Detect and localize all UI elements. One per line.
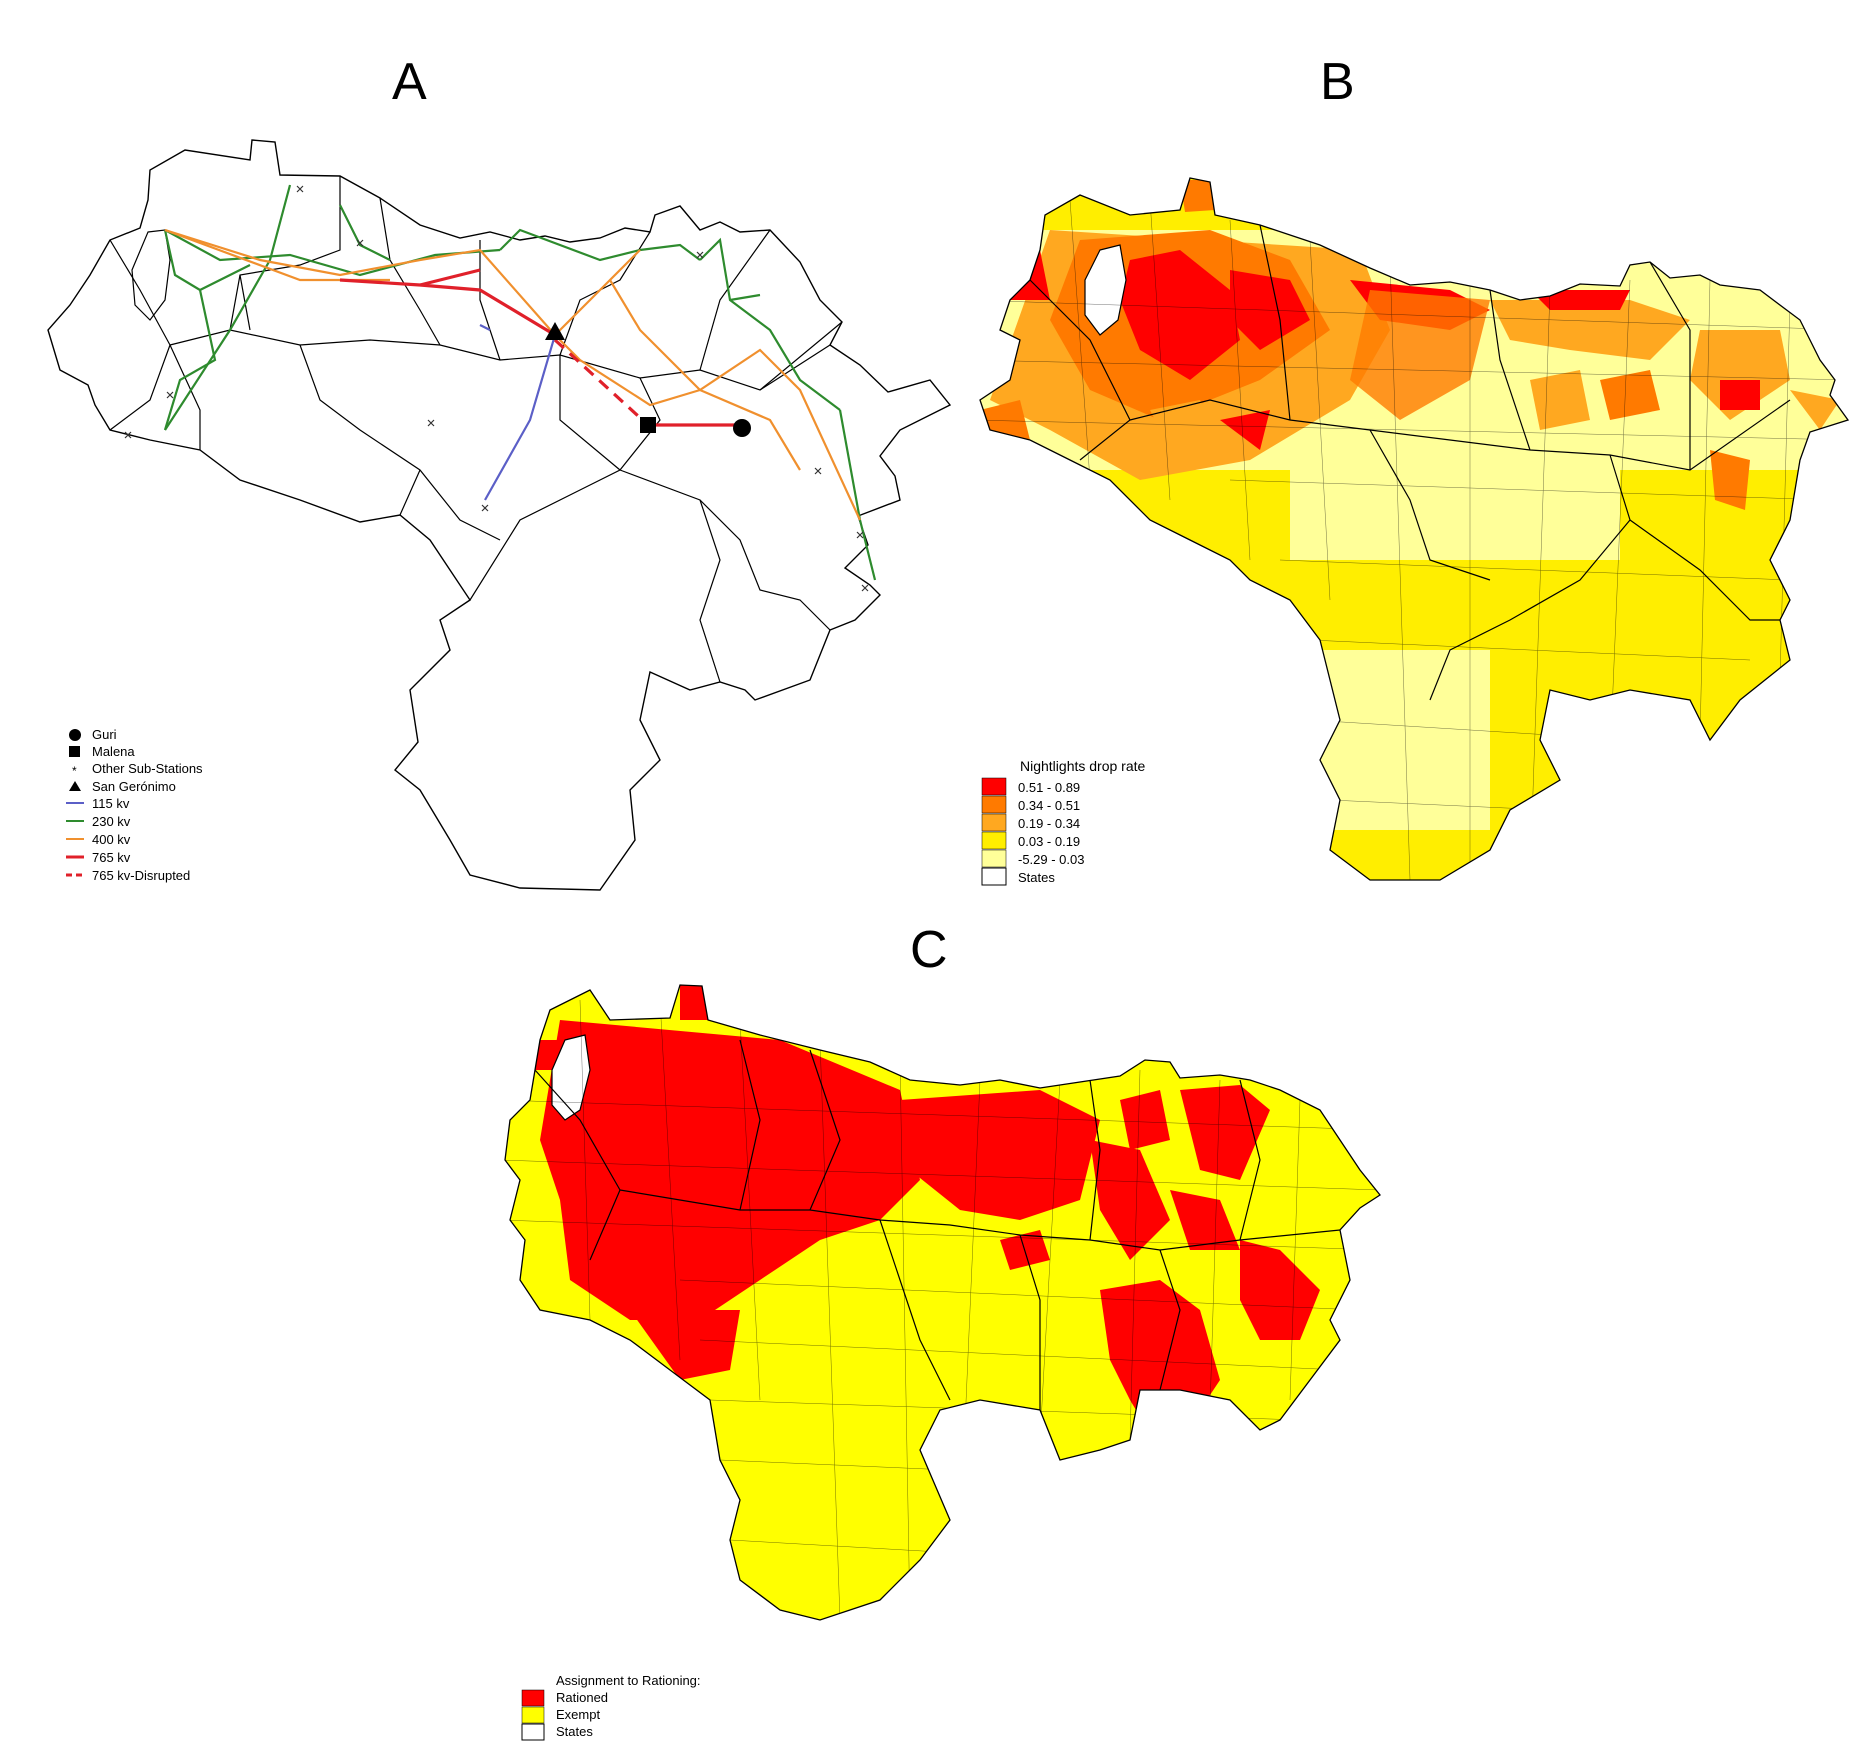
rationed-swatch (521, 1689, 545, 1707)
lines-765kv (339, 268, 740, 427)
municipality-borders-b (980, 199, 1848, 880)
lines-765kv-disrupted (553, 338, 650, 427)
legend-230kv: 230 kv (92, 814, 131, 829)
state-borders-c (534, 1039, 1341, 1410)
class2-swatch (981, 795, 1007, 814)
legend-c-title: Assignment to Rationing: (556, 1673, 701, 1688)
legend-400kv: 400 kv (92, 832, 131, 847)
exempt-swatch (521, 1706, 545, 1724)
map-a-power-grid: Guri Malena * Other Sub-Stations San Ger… (47, 139, 951, 891)
legend-b-class2: 0.34 - 0.51 (1018, 798, 1080, 813)
legend-san-geronimo: San Gerónimo (92, 779, 176, 794)
legend-b-states: States (1018, 870, 1055, 885)
legend-guri: Guri (92, 727, 117, 742)
country-outline (47, 139, 951, 891)
legend-b-class1: 0.51 - 0.89 (1018, 780, 1080, 795)
class1-swatch (981, 777, 1007, 796)
malena-marker (640, 417, 656, 433)
legend-b-title: Nightlights drop rate (1020, 758, 1146, 774)
state-borders (109, 176, 843, 683)
legend-a: Guri Malena * Other Sub-Stations San Ger… (66, 727, 203, 883)
legend-b-class5: -5.29 - 0.03 (1018, 852, 1085, 867)
other-substation-markers (124, 185, 869, 592)
legend-b-class3: 0.19 - 0.34 (1018, 816, 1080, 831)
legend-c-states: States (556, 1724, 593, 1739)
san-geronimo-legend-icon (69, 781, 81, 791)
legend-other-substations: Other Sub-Stations (92, 761, 203, 776)
legend-b: Nightlights drop rate 0.51 - 0.89 0.34 -… (981, 758, 1146, 886)
guri-marker (733, 419, 751, 437)
panel-a-label: A (392, 53, 427, 111)
legend-115kv: 115 kv (92, 796, 130, 811)
class3-swatch (981, 813, 1007, 832)
legend-765kv-disrupted: 765 kv-Disrupted (92, 868, 190, 883)
lines-230kv (163, 184, 877, 581)
legend-b-class4: 0.03 - 0.19 (1018, 834, 1080, 849)
legend-765kv: 765 kv (92, 850, 131, 865)
legend-malena: Malena (92, 744, 135, 759)
other-substations-legend-icon: * (72, 764, 77, 778)
lines-400kv (164, 228, 861, 521)
guri-legend-icon (69, 729, 81, 741)
class4-swatch (981, 831, 1007, 850)
lines-115kv (479, 324, 557, 501)
legend-c-exempt: Exempt (556, 1707, 600, 1722)
states-swatch-c (521, 1723, 545, 1741)
map-c-rationing: Assignment to Rationing: Rationed Exempt… (504, 984, 1381, 1741)
lake-maracaibo-b (1084, 244, 1127, 336)
panel-c-label: C (910, 921, 948, 979)
san-geronimo-marker (545, 322, 565, 340)
legend-c: Assignment to Rationing: Rationed Exempt… (521, 1673, 701, 1741)
panel-b-label: B (1320, 53, 1355, 111)
map-b-nightlights: Nightlights drop rate 0.51 - 0.89 0.34 -… (979, 177, 1849, 886)
states-swatch-b (981, 867, 1007, 886)
class5-swatch (981, 849, 1007, 868)
state-borders-b (1029, 224, 1791, 701)
legend-c-rationed: Rationed (556, 1690, 608, 1705)
malena-legend-icon (69, 746, 80, 757)
